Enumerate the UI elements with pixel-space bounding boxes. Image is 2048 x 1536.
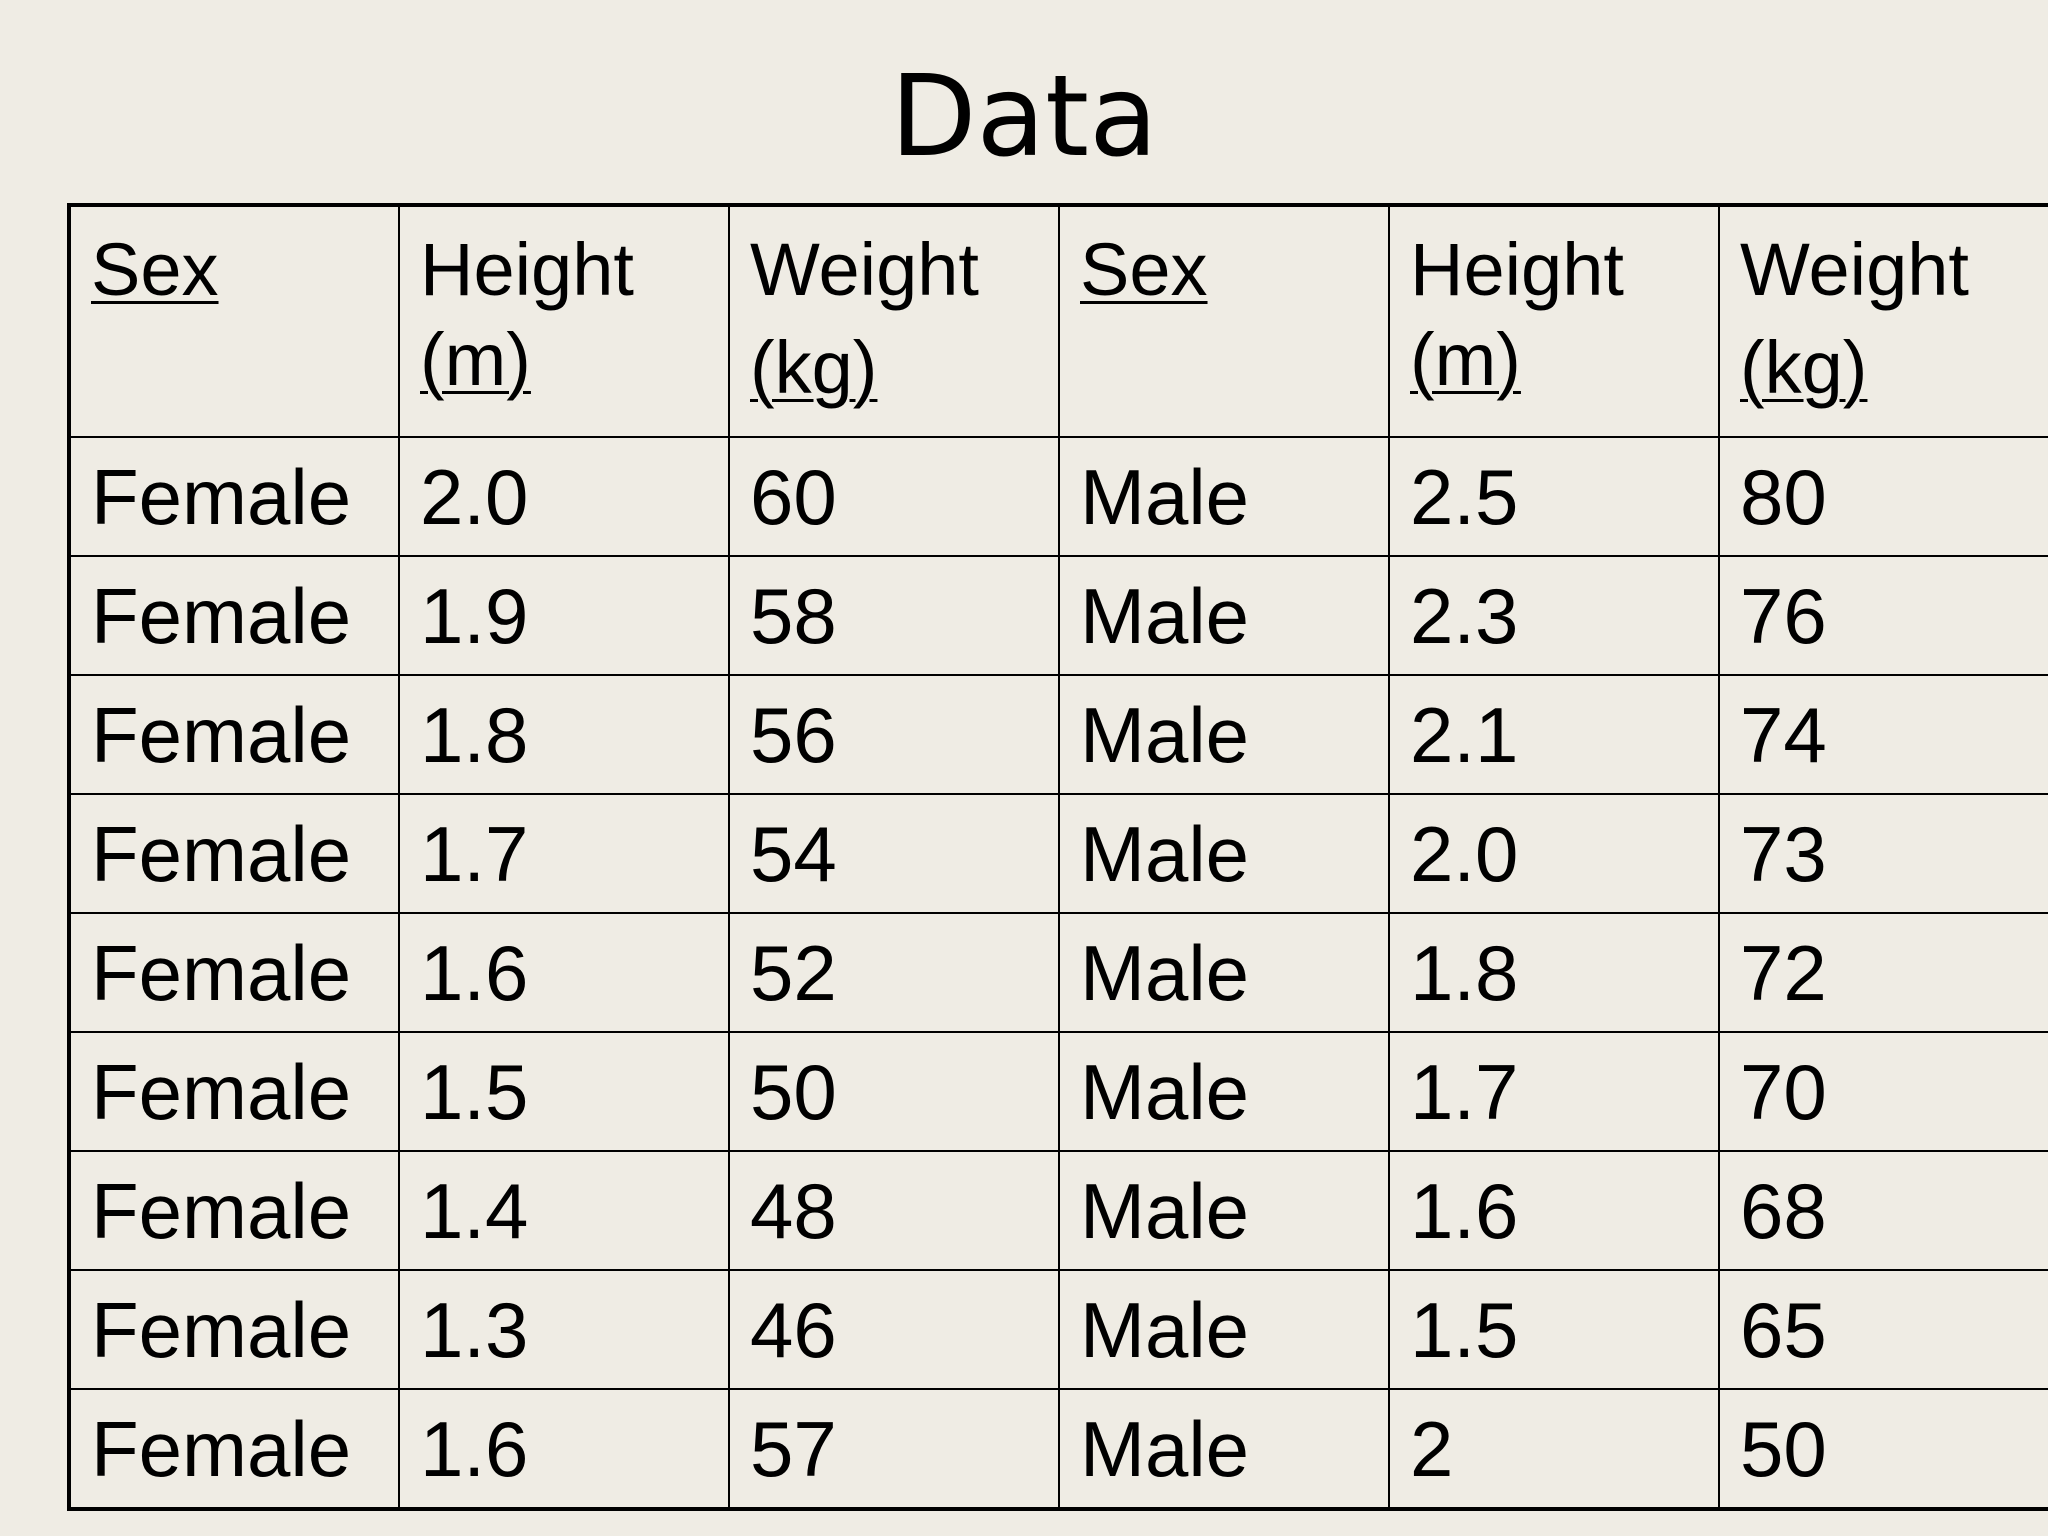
sex-cell: Male xyxy=(1058,793,1390,914)
height-cell: 1.6 xyxy=(1388,1150,1720,1271)
weight-cell: 76 xyxy=(1718,555,2048,676)
weight-cell: 46 xyxy=(728,1269,1060,1390)
weight-cell: 68 xyxy=(1718,1150,2048,1271)
height-cell: 1.8 xyxy=(1388,912,1720,1033)
table-body: Female 2.0 60 Male 2.5 80 Female 1.9 58 Male 2.3 76… xyxy=(68,436,2048,1510)
header-unit: (kg) xyxy=(1740,326,1868,409)
height-cell: 1.7 xyxy=(398,793,730,914)
height-cell: 2.5 xyxy=(1388,436,1720,557)
height-cell: 1.7 xyxy=(1388,1031,1720,1152)
header-unit: (m) xyxy=(420,318,531,401)
sex-cell: Female xyxy=(68,1388,400,1510)
sex-cell: Female xyxy=(68,674,400,795)
table-header-row: Sex Height (m) Weight (kg) Sex Height (m… xyxy=(68,204,2048,438)
sex-cell: Female xyxy=(68,436,400,557)
weight-cell: 70 xyxy=(1718,1031,2048,1152)
weight-cell: 80 xyxy=(1718,436,2048,557)
weight-cell: 56 xyxy=(728,674,1060,795)
weight-cell: 74 xyxy=(1718,674,2048,795)
header-label: Sex xyxy=(1080,228,1208,311)
header-label: Height xyxy=(1410,228,1624,311)
table-row: Female 1.9 58 Male 2.3 76 xyxy=(68,555,2048,676)
weight-cell: 65 xyxy=(1718,1269,2048,1390)
weight-cell: 73 xyxy=(1718,793,2048,914)
height-cell: 2.1 xyxy=(1388,674,1720,795)
height-cell: 2.3 xyxy=(1388,555,1720,676)
header-label: Weight xyxy=(750,228,979,311)
weight-cell: 72 xyxy=(1718,912,2048,1033)
table-row: Female 1.6 57 Male 2 50 xyxy=(68,1388,2048,1510)
height-cell: 1.5 xyxy=(398,1031,730,1152)
height-cell: 1.6 xyxy=(398,912,730,1033)
height-cell: 1.3 xyxy=(398,1269,730,1390)
header-label: Height xyxy=(420,228,634,311)
sex-cell: Female xyxy=(68,555,400,676)
weight-cell: 57 xyxy=(728,1388,1060,1510)
height-cell: 1.4 xyxy=(398,1150,730,1271)
sex-cell: Male xyxy=(1058,436,1390,557)
sex-cell: Male xyxy=(1058,1269,1390,1390)
header-cell: Weight (kg) xyxy=(728,204,1060,438)
header-cell: Height (m) xyxy=(398,204,730,438)
table-row: Female 1.7 54 Male 2.0 73 xyxy=(68,793,2048,914)
page-title: Data xyxy=(890,52,1158,182)
sex-cell: Female xyxy=(68,1150,400,1271)
table-row: Female 1.6 52 Male 1.8 72 xyxy=(68,912,2048,1033)
weight-cell: 50 xyxy=(728,1031,1060,1152)
weight-cell: 54 xyxy=(728,793,1060,914)
height-cell: 1.6 xyxy=(398,1388,730,1510)
sex-cell: Male xyxy=(1058,674,1390,795)
header-cell: Sex xyxy=(1058,204,1390,438)
sex-cell: Male xyxy=(1058,555,1390,676)
sex-cell: Male xyxy=(1058,1150,1390,1271)
header-unit: (kg) xyxy=(750,326,878,409)
sex-cell: Male xyxy=(1058,1031,1390,1152)
sex-cell: Female xyxy=(68,1269,400,1390)
height-cell: 1.8 xyxy=(398,674,730,795)
weight-cell: 48 xyxy=(728,1150,1060,1271)
data-table: Sex Height (m) Weight (kg) Sex Height (m… xyxy=(67,203,2048,1511)
header-label: Weight xyxy=(1740,228,1969,311)
weight-cell: 52 xyxy=(728,912,1060,1033)
height-cell: 1.5 xyxy=(1388,1269,1720,1390)
weight-cell: 50 xyxy=(1718,1388,2048,1510)
height-cell: 1.9 xyxy=(398,555,730,676)
weight-cell: 60 xyxy=(728,436,1060,557)
height-cell: 2.0 xyxy=(398,436,730,557)
sex-cell: Male xyxy=(1058,912,1390,1033)
sex-cell: Female xyxy=(68,912,400,1033)
sex-cell: Female xyxy=(68,1031,400,1152)
sex-cell: Female xyxy=(68,793,400,914)
header-unit: (m) xyxy=(1410,318,1521,401)
sex-cell: Male xyxy=(1058,1388,1390,1510)
header-label: Sex xyxy=(91,228,219,311)
height-cell: 2.0 xyxy=(1388,793,1720,914)
table-row: Female 1.5 50 Male 1.7 70 xyxy=(68,1031,2048,1152)
table-row: Female 1.4 48 Male 1.6 68 xyxy=(68,1150,2048,1271)
table-row: Female 1.8 56 Male 2.1 74 xyxy=(68,674,2048,795)
header-cell: Sex xyxy=(68,204,400,438)
height-cell: 2 xyxy=(1388,1388,1720,1510)
header-cell: Height (m) xyxy=(1388,204,1720,438)
header-cell: Weight (kg) xyxy=(1718,204,2048,438)
table-row: Female 1.3 46 Male 1.5 65 xyxy=(68,1269,2048,1390)
table-row: Female 2.0 60 Male 2.5 80 xyxy=(68,436,2048,557)
weight-cell: 58 xyxy=(728,555,1060,676)
